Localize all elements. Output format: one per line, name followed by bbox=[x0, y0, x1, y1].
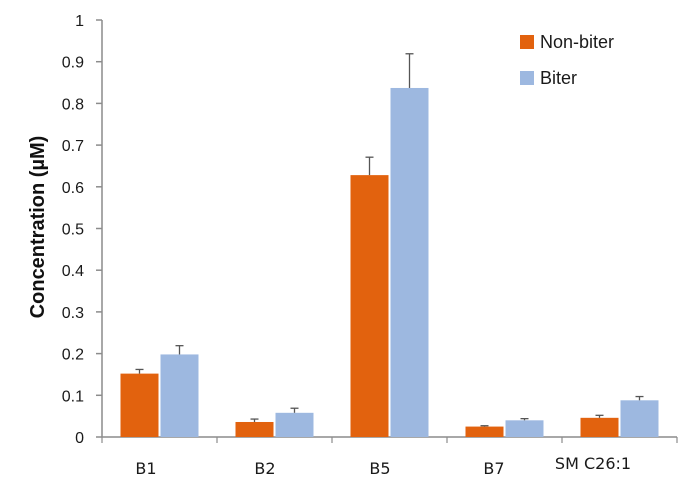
x-axis-labels: B1 B2 B5 B7 SM C26:1 bbox=[135, 454, 631, 478]
bar-non-biter-sm-c26-1 bbox=[580, 417, 619, 437]
y-tick-label: 1 bbox=[75, 13, 84, 30]
y-axis-title: Concentration (µM) bbox=[27, 136, 49, 319]
bar-biter-b7 bbox=[505, 420, 544, 437]
bars bbox=[120, 53, 659, 437]
legend-label: Biter bbox=[540, 68, 577, 88]
x-category-label: B2 bbox=[254, 459, 275, 478]
y-tick-label: 0.6 bbox=[62, 180, 84, 197]
y-tick-label: 0.4 bbox=[62, 263, 84, 280]
x-category-label: SM C26:1 bbox=[555, 454, 631, 473]
bar-biter-b5 bbox=[390, 87, 429, 437]
x-category-label: B5 bbox=[369, 459, 390, 478]
x-category-label: B7 bbox=[483, 459, 504, 478]
y-tick-label: 0.1 bbox=[62, 388, 84, 405]
y-tick-label: 0.9 bbox=[62, 55, 84, 72]
legend-swatch bbox=[520, 35, 534, 49]
y-axis-ticks: 0 0.1 0.2 0.3 0.4 0.5 0.6 0.7 0.8 0.9 1 bbox=[62, 13, 102, 447]
y-tick-label: 0.5 bbox=[62, 222, 84, 239]
bar-non-biter-b1 bbox=[120, 373, 159, 437]
bar-non-biter-b2 bbox=[235, 421, 274, 437]
y-tick-label: 0.2 bbox=[62, 347, 84, 364]
bar-biter-sm-c26-1 bbox=[620, 400, 659, 437]
legend-swatch bbox=[520, 71, 534, 85]
y-tick-label: 0.7 bbox=[62, 138, 84, 155]
y-tick-label: 0.8 bbox=[62, 96, 84, 113]
bar-non-biter-b5 bbox=[350, 175, 389, 437]
bar-biter-b1 bbox=[160, 354, 199, 437]
bar-non-biter-b7 bbox=[465, 426, 504, 437]
legend: Non-biter Biter bbox=[520, 32, 614, 88]
x-category-label: B1 bbox=[135, 459, 156, 478]
legend-label: Non-biter bbox=[540, 32, 614, 52]
y-tick-label: 0 bbox=[75, 430, 84, 447]
bar-biter-b2 bbox=[275, 412, 314, 437]
y-tick-label: 0.3 bbox=[62, 305, 84, 322]
